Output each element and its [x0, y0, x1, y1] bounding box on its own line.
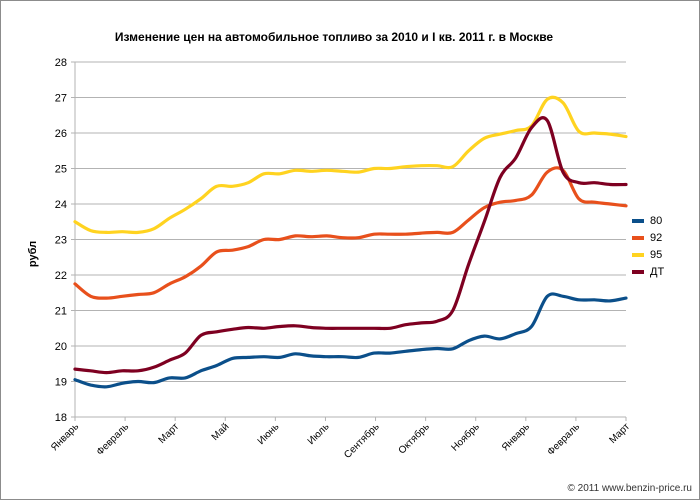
legend-swatch: [632, 252, 644, 257]
legend-label: 80: [650, 214, 663, 227]
chart-title: Изменение цен на автомобильное топливо з…: [114, 30, 554, 44]
x-tick-label: Февраль: [95, 421, 132, 458]
y-tick-label: 23: [55, 235, 67, 247]
x-tick-label: Июль: [306, 421, 332, 447]
legend-item: 92: [632, 229, 664, 246]
x-tick-label: Март: [157, 421, 182, 446]
legend-swatch: [632, 218, 644, 223]
x-tick-label: Сентябрь: [341, 421, 381, 461]
legend-swatch: [632, 235, 644, 240]
x-tick-label: Июнь: [256, 421, 282, 447]
y-tick-label: 28: [55, 57, 67, 69]
series-line-0: [73, 292, 628, 389]
x-tick-label: Май: [210, 421, 232, 443]
legend-label: 95: [650, 248, 663, 261]
x-tick-label: Январь: [500, 421, 532, 453]
y-tick-label: 25: [55, 164, 67, 176]
legend-label: ДТ: [650, 265, 665, 278]
x-tick-label: Февраль: [546, 421, 583, 458]
legend-item: 95: [632, 246, 664, 263]
y-tick-label: 22: [55, 270, 67, 282]
y-tick-label: 27: [55, 93, 67, 105]
legend-item: ДТ: [632, 263, 664, 280]
y-tick-label: 24: [55, 199, 67, 211]
series-line-1: [73, 166, 628, 300]
y-tick-label: 18: [55, 412, 67, 424]
x-tick-label: Ноябрь: [449, 421, 482, 454]
y-tick-label: 19: [55, 377, 67, 389]
y-tick-label: 20: [55, 341, 67, 353]
legend-label: 92: [650, 231, 663, 244]
legend-swatch: [632, 269, 644, 274]
y-tick-label: 21: [55, 306, 67, 318]
x-tick-label: Январь: [49, 421, 81, 453]
footer-copyright: © 2011 www.benzin-price.ru: [567, 483, 692, 494]
x-tick-label: Октябрь: [396, 421, 432, 457]
series-line-3: [73, 116, 628, 375]
x-tick-label: Март: [607, 421, 632, 446]
legend-item: 80: [632, 212, 664, 229]
y-tick-label: 26: [55, 128, 67, 140]
legend: 80 92 95 ДТ: [632, 212, 664, 280]
